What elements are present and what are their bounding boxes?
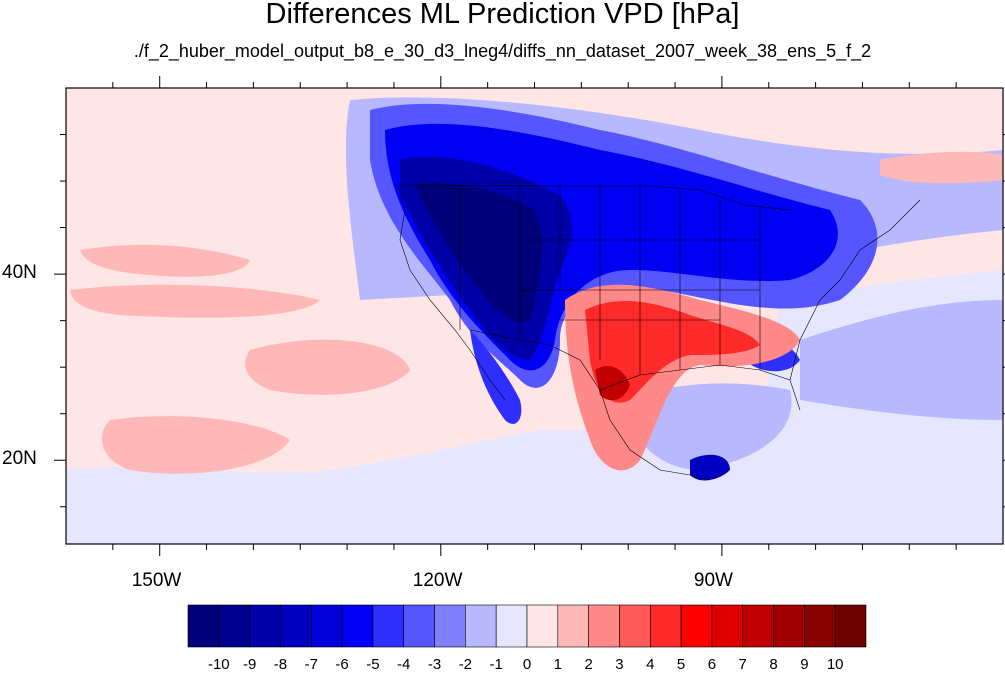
colorbar-label: 8 <box>769 656 778 673</box>
colorbar-label: -3 <box>427 656 442 673</box>
positive-pacific-1 <box>80 244 250 277</box>
colorbar-swatch <box>619 604 651 648</box>
colorbar-swatch <box>280 604 312 648</box>
x-tick-label: 150W <box>131 570 182 591</box>
colorbar-swatch <box>434 604 466 648</box>
colorbar-label: -4 <box>397 656 411 673</box>
colorbar-label: 9 <box>800 656 809 673</box>
y-tick-label: 20N <box>2 448 37 470</box>
colorbar-label: -10 <box>207 656 230 673</box>
colorbar-swatch <box>557 604 589 648</box>
colorbar <box>187 604 867 648</box>
positive-south-mid <box>585 300 760 403</box>
colorbar-label: 1 <box>553 656 562 673</box>
colorbar-swatch <box>711 604 744 648</box>
colorbar-swatch <box>804 604 836 648</box>
colorbar-label: 0 <box>522 656 532 673</box>
east-coast <box>789 199 921 381</box>
negative-yucatan <box>690 454 730 481</box>
mexico-outline <box>599 389 711 481</box>
x-tick-label: 90W <box>693 570 733 591</box>
colorbar-swatch <box>834 604 867 648</box>
us-mexico-border <box>469 329 601 391</box>
negative-baja <box>470 330 522 424</box>
colorbar-swatch <box>465 604 497 648</box>
colorbar-label: -8 <box>273 656 288 673</box>
us-canada-border <box>401 184 791 211</box>
colorbar-swatch <box>773 604 805 648</box>
colorbar-label: -6 <box>335 656 349 673</box>
axis-ticks <box>54 76 1005 556</box>
colorbar-label: 6 <box>707 656 717 673</box>
positive-east-atl <box>880 151 1003 184</box>
colorbar-label: 10 <box>826 656 844 673</box>
positive-pacific-4 <box>101 416 290 474</box>
colorbar-label: -5 <box>366 656 380 673</box>
colorbar-label: 7 <box>738 656 747 673</box>
colorbar-swatch <box>495 604 528 648</box>
interior-state-lines <box>459 186 761 375</box>
map-field <box>66 88 1003 544</box>
colorbar-swatch <box>588 604 620 648</box>
colorbar-label: -1 <box>489 656 503 673</box>
negative-west-deep <box>415 182 542 323</box>
colorbar-label: 5 <box>676 656 686 673</box>
colorbar-swatch <box>649 604 682 648</box>
colorbar-swatch <box>249 604 281 648</box>
colorbar-swatch <box>218 604 250 648</box>
map-subtitle: ./f_2_huber_model_output_b8_e_30_d3_lneg… <box>133 41 872 61</box>
colorbar-swatch <box>403 604 435 648</box>
positive-pacific-2 <box>70 284 320 318</box>
colorbar-swatch <box>372 604 405 648</box>
colorbar-label: 2 <box>584 656 593 673</box>
colorbar-swatch <box>310 604 343 648</box>
negative-east <box>800 300 1003 420</box>
colorbar-swatch <box>742 604 774 648</box>
slight-negative-band <box>66 430 1003 544</box>
colorbar-label: 3 <box>615 656 624 673</box>
colorbar-label: -2 <box>458 656 473 673</box>
x-tick-label: 120W <box>412 570 463 591</box>
colorbar-label: -9 <box>242 656 257 673</box>
colorbar-swatch <box>187 604 220 648</box>
colorbar-label: 4 <box>646 656 655 673</box>
colorbar-swatch <box>341 604 374 648</box>
positive-pacific-3 <box>245 339 410 395</box>
west-coast-outline <box>397 184 506 401</box>
y-tick-label: 40N <box>2 262 37 284</box>
positive-south-core <box>595 365 630 401</box>
boundary-lines <box>397 184 921 481</box>
map-title: Differences ML Prediction VPD [hPa] <box>265 0 740 30</box>
colorbar-label: -7 <box>304 656 318 673</box>
colorbar-swatch <box>526 604 559 648</box>
colorbar-swatch <box>680 604 713 648</box>
